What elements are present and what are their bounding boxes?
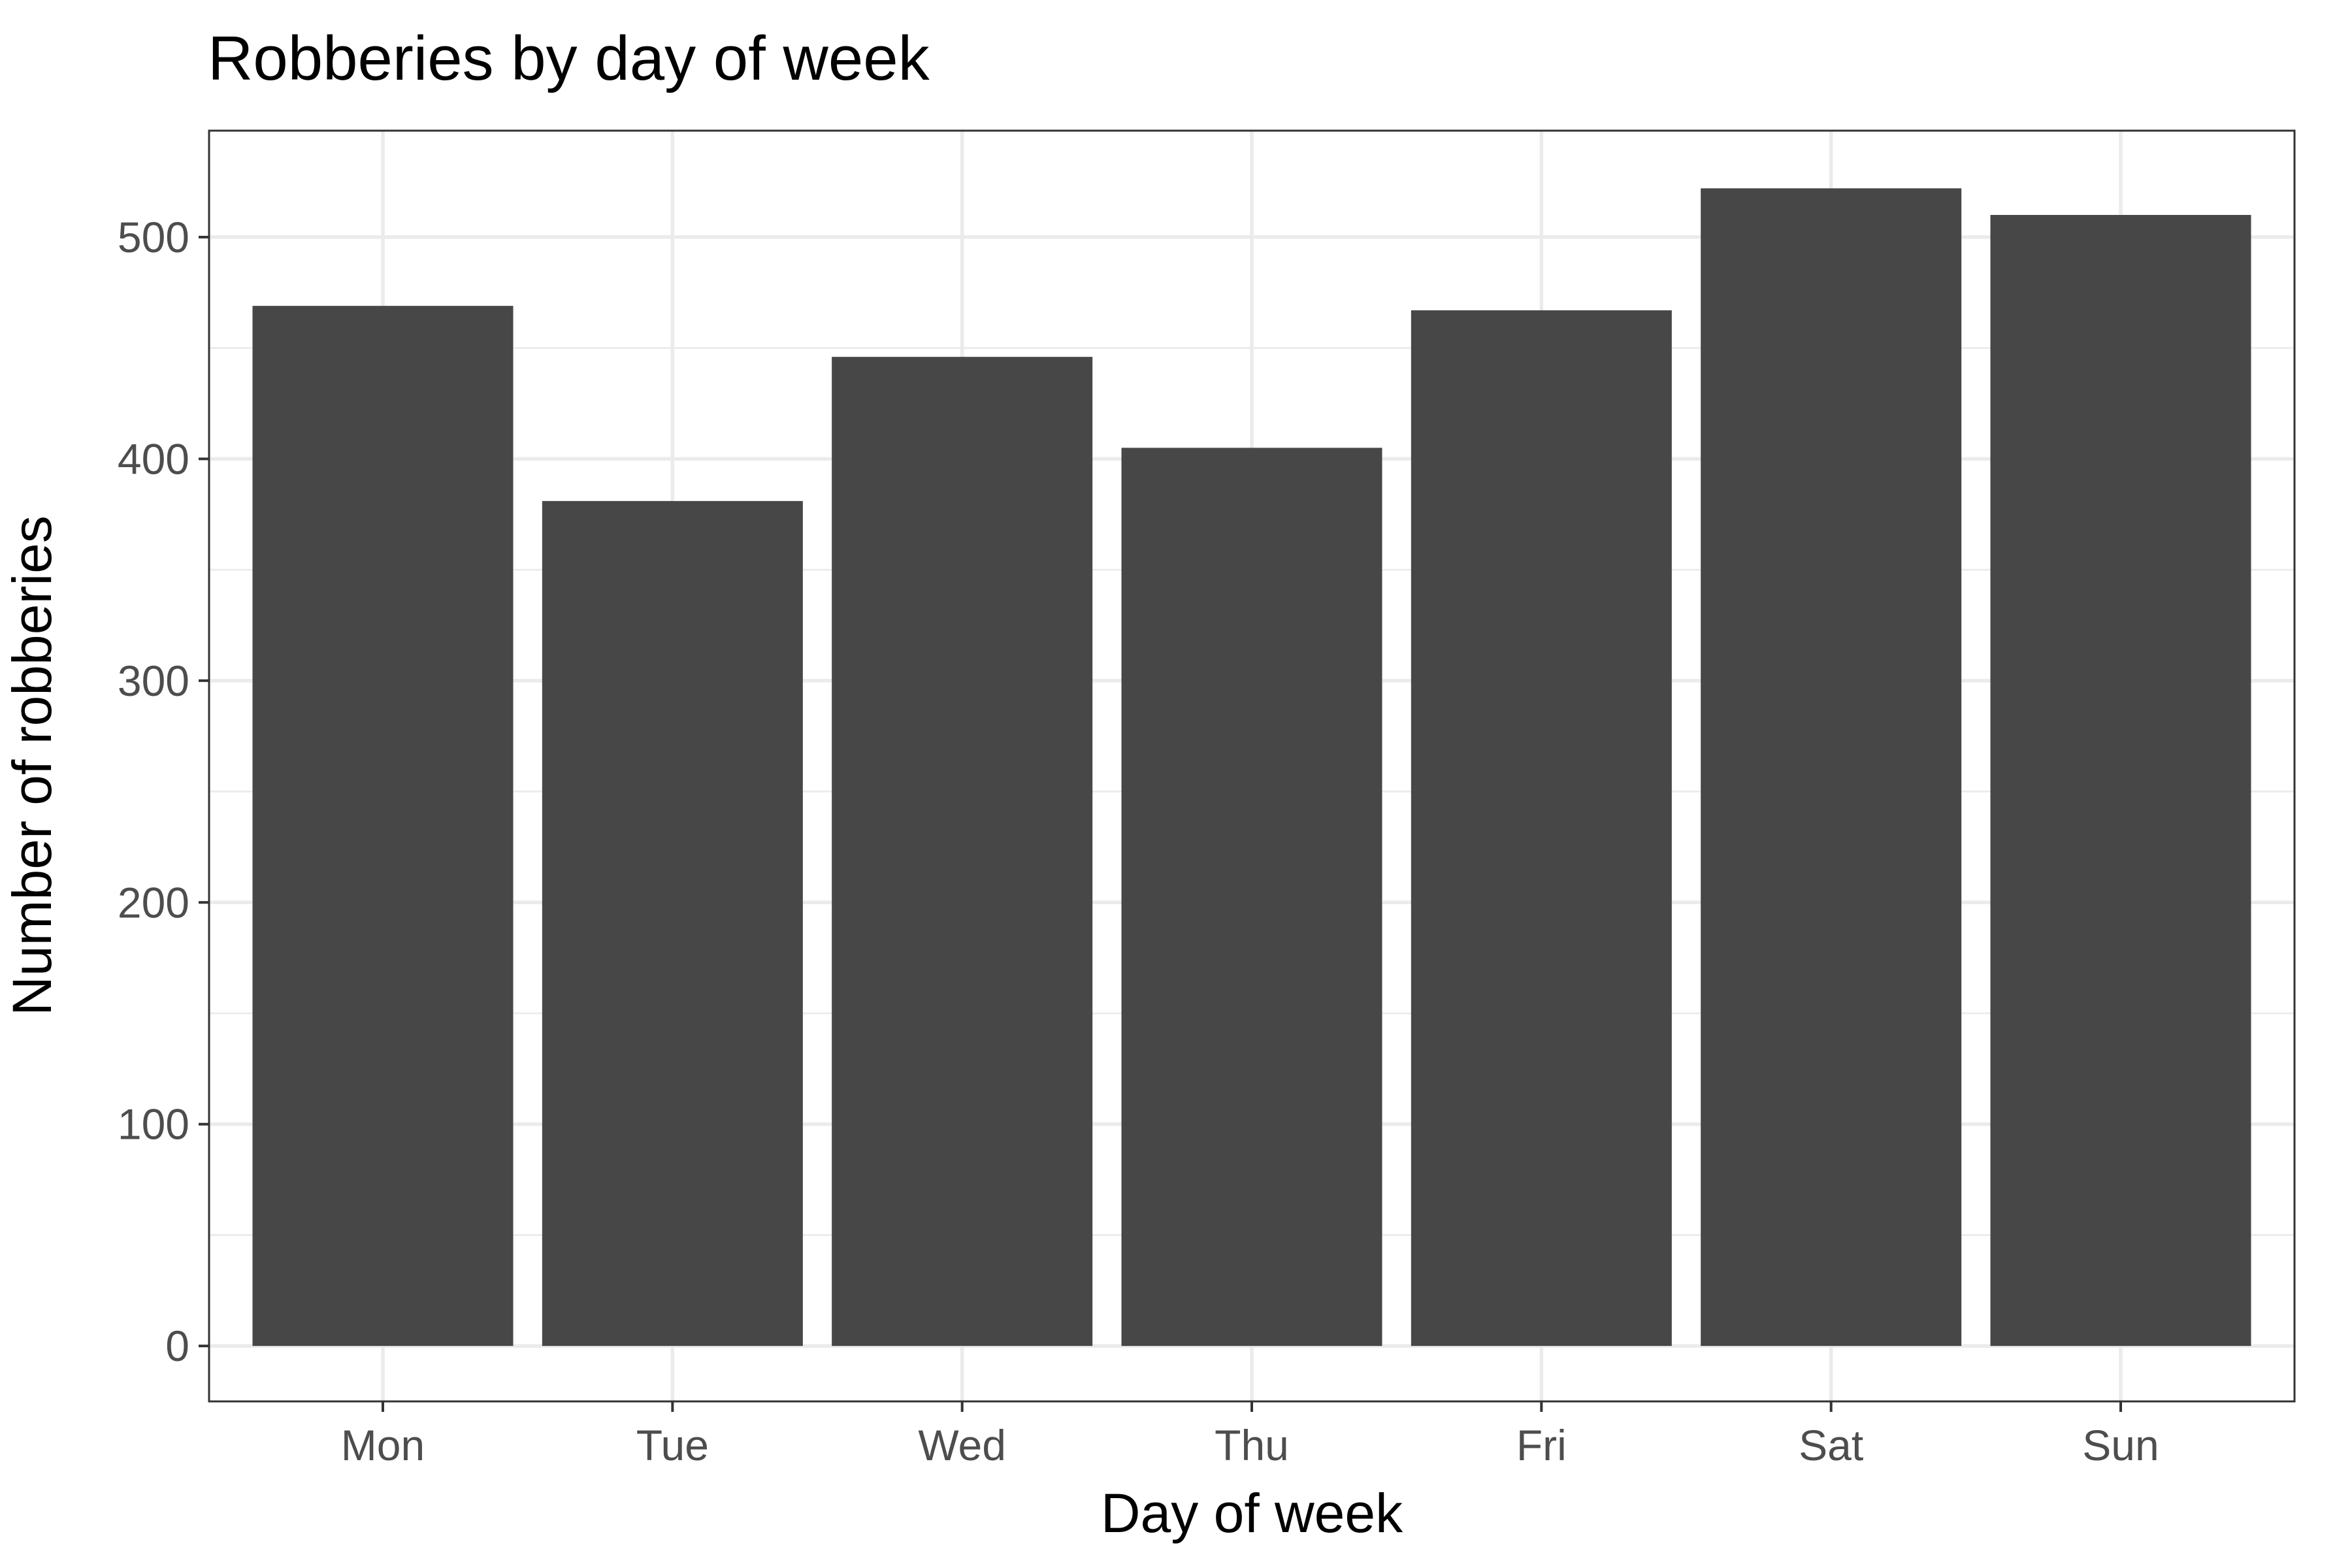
- x-tick-label: Wed: [918, 1421, 1006, 1469]
- y-tick-label: 0: [165, 1322, 189, 1370]
- x-tick-label: Sun: [2082, 1421, 2159, 1469]
- bar-mon: [252, 306, 514, 1347]
- bar-sun: [1990, 214, 2251, 1347]
- bar-sat: [1701, 188, 1962, 1347]
- bar-fri: [1411, 310, 1672, 1347]
- bar-thu: [1121, 448, 1382, 1347]
- x-tick-label: Sat: [1799, 1421, 1863, 1469]
- x-axis: Mon Tue Wed Thu Fri Sat Sun: [341, 1401, 2159, 1469]
- chart-title: Robberies by day of week: [208, 24, 930, 93]
- y-tick-label: 500: [118, 213, 189, 261]
- x-tick-label: Thu: [1215, 1421, 1289, 1469]
- y-tick-label: 400: [118, 434, 189, 483]
- y-tick-label: 300: [118, 657, 189, 705]
- y-tick-label: 200: [118, 878, 189, 926]
- bar-tue: [542, 500, 803, 1347]
- x-axis-title: Day of week: [1101, 1482, 1403, 1544]
- x-tick-label: Tue: [636, 1421, 709, 1469]
- bars: [252, 188, 2251, 1347]
- y-axis-title: Number of robberies: [1, 515, 63, 1016]
- y-axis: 0 100 200 300 400 500: [118, 213, 209, 1370]
- bar-wed: [832, 357, 1093, 1347]
- x-tick-label: Fri: [1516, 1421, 1567, 1469]
- y-tick-label: 100: [118, 1100, 189, 1149]
- x-tick-label: Mon: [341, 1421, 425, 1469]
